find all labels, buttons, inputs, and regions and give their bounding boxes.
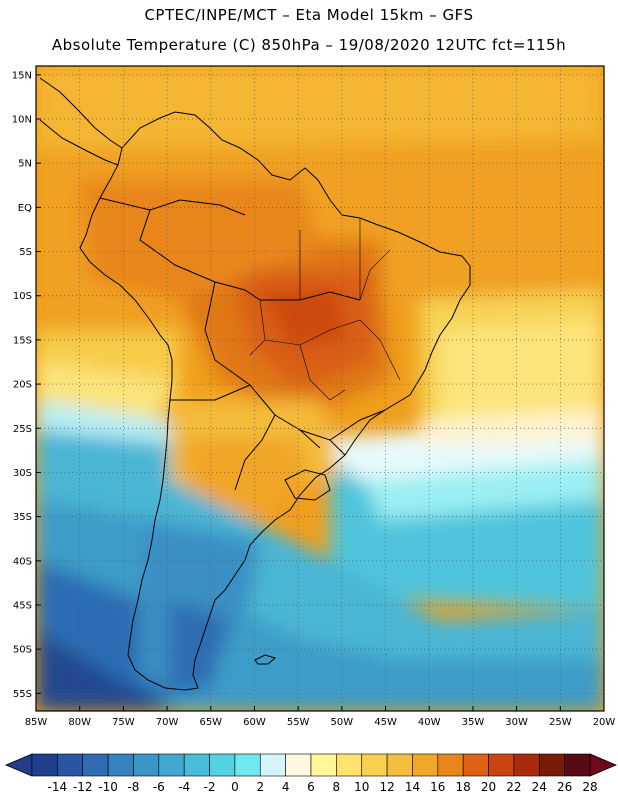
colorbar-label: 10 bbox=[354, 780, 369, 794]
colorbar-swatch bbox=[488, 753, 515, 777]
colorbar-label: -6 bbox=[153, 780, 165, 794]
lat-tick-label: 15N bbox=[12, 70, 32, 81]
colorbar-swatch bbox=[564, 753, 591, 777]
lat-tick-label: 55S bbox=[13, 689, 32, 700]
colorbar-label: -14 bbox=[48, 780, 68, 794]
colorbar-swatch bbox=[259, 753, 286, 777]
colorbar-label: 20 bbox=[481, 780, 496, 794]
colorbar-label: 6 bbox=[307, 780, 315, 794]
lon-tick-label: 40W bbox=[418, 717, 441, 728]
south-america-coastline bbox=[79, 111, 471, 691]
colorbar-swatch bbox=[234, 753, 261, 777]
central-america-coast bbox=[39, 77, 123, 149]
longitude-axis: 85W 80W 75W 70W 65W 60W 55W 50W 45W 40W 35W 30W 25W 2… bbox=[25, 706, 616, 728]
colorbar-label: 4 bbox=[282, 780, 290, 794]
colorbar-label: -12 bbox=[73, 780, 93, 794]
colorbar-swatch bbox=[183, 753, 210, 777]
lat-tick-label: 10N bbox=[12, 115, 32, 126]
lon-tick-label: 45W bbox=[374, 717, 397, 728]
falklands bbox=[254, 654, 277, 665]
caribbean-coast bbox=[39, 119, 119, 166]
colorbar-label: 18 bbox=[456, 780, 471, 794]
colorbar-label: -8 bbox=[127, 780, 139, 794]
lat-tick-label: EQ bbox=[18, 203, 32, 214]
latitude-axis: 15N 10N 5N EQ 5S 10S 15S 20S 25S 30S 35S 40S 45S 50S 5… bbox=[12, 70, 41, 700]
colorbar-swatch bbox=[386, 753, 413, 777]
lat-tick-label: 30S bbox=[13, 468, 32, 479]
colorbar-label: -10 bbox=[98, 780, 118, 794]
colorbar-label: 2 bbox=[256, 780, 264, 794]
lat-tick-label: 5N bbox=[18, 159, 32, 170]
colorbar-label: 22 bbox=[506, 780, 521, 794]
colorbar-label: 24 bbox=[532, 780, 547, 794]
lat-tick-label: 5S bbox=[19, 247, 32, 258]
lon-tick-label: 60W bbox=[243, 717, 266, 728]
state-borders bbox=[249, 218, 401, 401]
temperature-field bbox=[36, 66, 604, 711]
lat-tick-label: 10S bbox=[13, 291, 32, 302]
lon-tick-label: 65W bbox=[199, 717, 222, 728]
colorbar-label: -4 bbox=[178, 780, 190, 794]
colorbar-label: 28 bbox=[582, 780, 597, 794]
lat-tick-label: 40S bbox=[13, 556, 32, 567]
colorbar-swatch bbox=[310, 753, 337, 777]
lat-tick-label: 45S bbox=[13, 600, 32, 611]
colorbar-swatch bbox=[31, 753, 58, 777]
uruguay-outline bbox=[284, 469, 331, 501]
colorbar-label: 0 bbox=[231, 780, 239, 794]
lat-tick-label: 20S bbox=[13, 380, 32, 391]
colorbar-min-arrow bbox=[4, 753, 33, 777]
colorbar-label: 14 bbox=[405, 780, 420, 794]
colorbar-swatch bbox=[209, 753, 236, 777]
lon-tick-label: 20W bbox=[593, 717, 616, 728]
colorbar-swatch bbox=[538, 753, 565, 777]
lat-lon-grid bbox=[36, 66, 604, 711]
colorbar-swatch bbox=[285, 753, 312, 777]
colorbar-swatch bbox=[437, 753, 464, 777]
colorbar-label: 8 bbox=[333, 780, 341, 794]
colorbar-swatch bbox=[412, 753, 439, 777]
colorbar-swatch bbox=[158, 753, 185, 777]
colorbar-label: 16 bbox=[430, 780, 445, 794]
lon-tick-label: 85W bbox=[25, 717, 48, 728]
map-title: CPTEC/INPE/MCT – Eta Model 15km – GFS bbox=[144, 6, 474, 24]
colorbar: -14 -12 -10 -8 -6 -4 -2 0 2 4 6 8 10 12 14 16 18 20 22 24 26… bbox=[4, 753, 618, 794]
lon-tick-label: 25W bbox=[549, 717, 572, 728]
lat-tick-label: 25S bbox=[13, 424, 32, 435]
lat-tick-label: 15S bbox=[13, 335, 32, 346]
colorbar-swatch bbox=[462, 753, 489, 777]
colorbar-swatch bbox=[82, 753, 109, 777]
colorbar-max-arrow bbox=[589, 753, 618, 777]
lat-tick-label: 35S bbox=[13, 512, 32, 523]
coastline-borders bbox=[39, 77, 471, 691]
colorbar-swatch bbox=[133, 753, 160, 777]
colorbar-label: -2 bbox=[204, 780, 216, 794]
colorbar-swatch bbox=[336, 753, 363, 777]
lon-tick-label: 80W bbox=[68, 717, 91, 728]
colorbar-swatch bbox=[513, 753, 540, 777]
lon-tick-label: 30W bbox=[505, 717, 528, 728]
map-frame bbox=[35, 65, 605, 712]
lon-tick-label: 50W bbox=[331, 717, 354, 728]
lon-tick-label: 55W bbox=[287, 717, 310, 728]
colorbar-label: 12 bbox=[379, 780, 394, 794]
map-subtitle: Absolute Temperature (C) 850hPa – 19/08/… bbox=[51, 36, 567, 54]
lon-tick-label: 70W bbox=[156, 717, 179, 728]
lat-tick-label: 50S bbox=[13, 645, 32, 656]
colorbar-swatch bbox=[361, 753, 388, 777]
lon-tick-label: 35W bbox=[462, 717, 485, 728]
colorbar-label: 26 bbox=[557, 780, 572, 794]
colorbar-swatch bbox=[57, 753, 84, 777]
lon-tick-label: 75W bbox=[112, 717, 135, 728]
colorbar-swatch bbox=[107, 753, 134, 777]
